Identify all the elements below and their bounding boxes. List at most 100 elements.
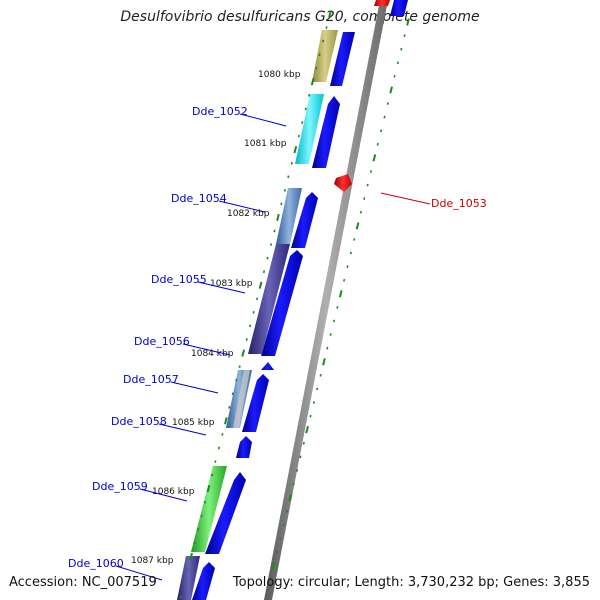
right-track-tick	[372, 154, 377, 162]
left-track-tick	[221, 433, 224, 436]
right-track-tick	[369, 170, 373, 173]
left-track-tick	[179, 595, 182, 599]
gene-arrow-dde-1051	[330, 32, 355, 86]
left-track-tick	[256, 297, 259, 301]
right-track-tick	[269, 577, 272, 581]
right-track-tick	[329, 333, 332, 336]
left-track-tick	[206, 485, 211, 493]
tick-label-1084: 1084 kbp	[191, 349, 234, 359]
gene-label-dde-1054[interactable]: Dde_1054	[171, 192, 227, 205]
right-track-tick	[346, 265, 349, 269]
right-track-tick	[363, 197, 366, 201]
gene-arrow-dde-1054	[291, 192, 318, 248]
right-track-tick	[292, 482, 295, 486]
gene-arrow-dde-1060	[192, 562, 215, 600]
leader-line-dde-1057	[170, 381, 219, 394]
left-track-tick	[203, 500, 207, 504]
gene-label-dde-1055[interactable]: Dde_1055	[151, 273, 207, 286]
tick-track-left	[179, 10, 332, 599]
left-track-tick	[325, 26, 328, 29]
left-track-tick	[269, 243, 273, 246]
gene-arrow-dde-1052	[312, 96, 340, 168]
right-track-tick	[406, 18, 410, 26]
left-track-tick	[310, 78, 315, 86]
gene-arrow-dde-1058	[236, 436, 252, 458]
right-track-tick	[282, 523, 285, 527]
genome-summary-text: Topology: circular; Length: 3,730,232 bp…	[232, 575, 590, 590]
left-track-tick	[210, 473, 214, 477]
right-track-tick	[326, 346, 329, 350]
gene-arrow-dde-1059	[205, 472, 246, 554]
gene-label-dde-1058[interactable]: Dde_1058	[111, 415, 167, 428]
tick-label-1080: 1080 kbp	[258, 70, 301, 80]
right-track-tick	[319, 373, 322, 377]
right-track-tick	[309, 414, 312, 418]
left-track-tick	[217, 446, 220, 450]
right-track-tick	[380, 129, 383, 133]
right-track-tick	[403, 34, 406, 37]
left-track-tick	[197, 527, 200, 531]
left-track-tick	[266, 256, 269, 260]
right-track-tick	[322, 358, 326, 366]
gene-label-dde-1059[interactable]: Dde_1059	[92, 480, 148, 493]
left-track-tick	[318, 53, 321, 57]
right-track-tick	[288, 494, 293, 502]
right-track-tick	[400, 47, 403, 51]
left-track-tick	[276, 213, 280, 222]
gene-arrow-partial-top-forward	[390, 0, 408, 16]
left-track-tick	[262, 270, 266, 274]
right-track-tick	[265, 591, 268, 595]
leader-line-dde-1056	[182, 343, 231, 356]
left-track-tick	[287, 175, 290, 179]
gene-label-dde-1052[interactable]: Dde_1052	[192, 105, 248, 118]
gene-label-dde-1057[interactable]: Dde_1057	[123, 373, 179, 386]
gene-label-dde-1060[interactable]: Dde_1060	[68, 557, 124, 570]
left-track-tick	[252, 310, 255, 314]
tick-label-1087: 1087 kbp	[131, 556, 174, 566]
left-track-tick	[235, 378, 238, 382]
tick-label-1083: 1083 kbp	[210, 279, 253, 289]
tick-label-1086: 1086 kbp	[152, 487, 195, 497]
left-track-tick	[249, 324, 252, 328]
left-track-tick	[297, 134, 300, 138]
right-track-tick	[376, 142, 379, 146]
right-track-tick	[366, 183, 369, 187]
right-track-tick	[396, 61, 399, 65]
cog-band-dde-1057-grey	[233, 370, 250, 428]
left-track-tick	[214, 460, 217, 463]
right-track-tick	[343, 278, 346, 282]
right-track-tick	[332, 319, 336, 323]
gene-label-dde-1053[interactable]: Dde_1053	[431, 197, 487, 210]
cog-band-dde-1055	[248, 244, 290, 354]
leader-line-dde-1054	[218, 200, 266, 213]
left-track-tick	[238, 365, 241, 369]
cog-band-dde-1060	[177, 556, 200, 600]
right-track-tick	[349, 251, 352, 255]
right-track-tick	[305, 426, 309, 434]
left-track-tick	[273, 229, 276, 233]
right-track-tick	[383, 115, 386, 119]
right-track-tick	[316, 387, 319, 391]
left-track-tick	[308, 93, 311, 97]
gene-label-dde-1056[interactable]: Dde_1056	[134, 335, 190, 348]
left-track-tick	[193, 541, 196, 545]
left-track-tick	[322, 39, 325, 43]
left-track-tick	[183, 582, 186, 586]
left-track-tick	[231, 392, 234, 396]
right-track-tick	[389, 86, 393, 94]
map-title: Desulfovibrio desulfuricans G20, complet…	[120, 9, 480, 25]
left-track-tick	[245, 338, 248, 341]
left-track-tick	[315, 66, 318, 70]
left-track-tick	[301, 121, 304, 124]
leader-line-dde-1059	[139, 488, 188, 502]
right-track-tick	[393, 75, 396, 78]
tick-label-1081: 1081 kbp	[244, 139, 287, 149]
left-track-tick	[258, 281, 263, 289]
right-track-tick	[386, 102, 389, 105]
gene-arrow-dde-1057	[242, 374, 269, 432]
left-track-tick	[283, 188, 286, 192]
right-track-tick	[355, 222, 360, 230]
left-track-tick	[304, 107, 307, 111]
right-track-tick	[359, 210, 362, 214]
leader-line-dde-1060	[115, 565, 163, 581]
